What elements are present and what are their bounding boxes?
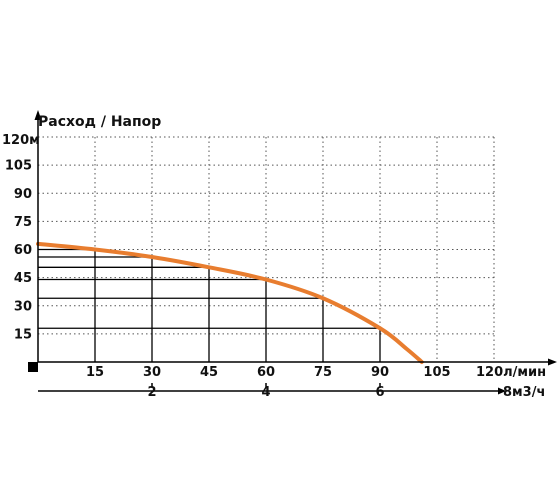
- x-axis-arrow: [548, 358, 557, 366]
- y-tick-label: 90: [14, 187, 32, 202]
- y-tick-label: 75: [14, 215, 32, 230]
- origin-marker: [28, 362, 38, 372]
- secondary-axis-unit-label: 8м3/ч: [503, 385, 545, 400]
- grid: [38, 136, 495, 362]
- guide-lines: [38, 248, 381, 362]
- x-tick-label: 75: [314, 365, 332, 380]
- chart-title: Расход / Напор: [38, 114, 161, 130]
- series-layer: [36, 241, 424, 364]
- x-tick-label: 90: [371, 365, 389, 380]
- x-tick-label: 105: [423, 365, 450, 380]
- x-tick-label: 30: [143, 365, 161, 380]
- y-axis-arrow: [34, 110, 42, 120]
- x-tick-label: 15: [86, 365, 104, 380]
- x-tick-label: 60: [257, 365, 275, 380]
- y-tick-label: 60: [14, 243, 32, 258]
- axes: [28, 110, 557, 395]
- labels: Расход / Напор 120м 120л/мин 8м3/ч 15 30 4…: [2, 114, 546, 400]
- secondary-axis-arrow: [498, 387, 506, 395]
- y-tick-label: 105: [5, 159, 32, 174]
- secondary-tick-label: 4: [261, 385, 270, 400]
- y-tick-label: 30: [14, 299, 32, 314]
- x-tick-label: 45: [200, 365, 218, 380]
- y-tick-label: 45: [14, 271, 32, 286]
- secondary-tick-label: 2: [147, 385, 156, 400]
- secondary-tick-label: 6: [375, 385, 384, 400]
- series-line: [36, 241, 424, 364]
- y-axis-unit-label: 120м: [2, 133, 40, 148]
- x-axis-unit-label: 120л/мин: [476, 365, 546, 380]
- y-tick-label: 15: [14, 327, 32, 342]
